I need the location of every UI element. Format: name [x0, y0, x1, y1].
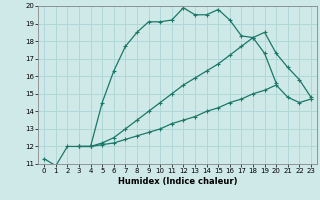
X-axis label: Humidex (Indice chaleur): Humidex (Indice chaleur) — [118, 177, 237, 186]
